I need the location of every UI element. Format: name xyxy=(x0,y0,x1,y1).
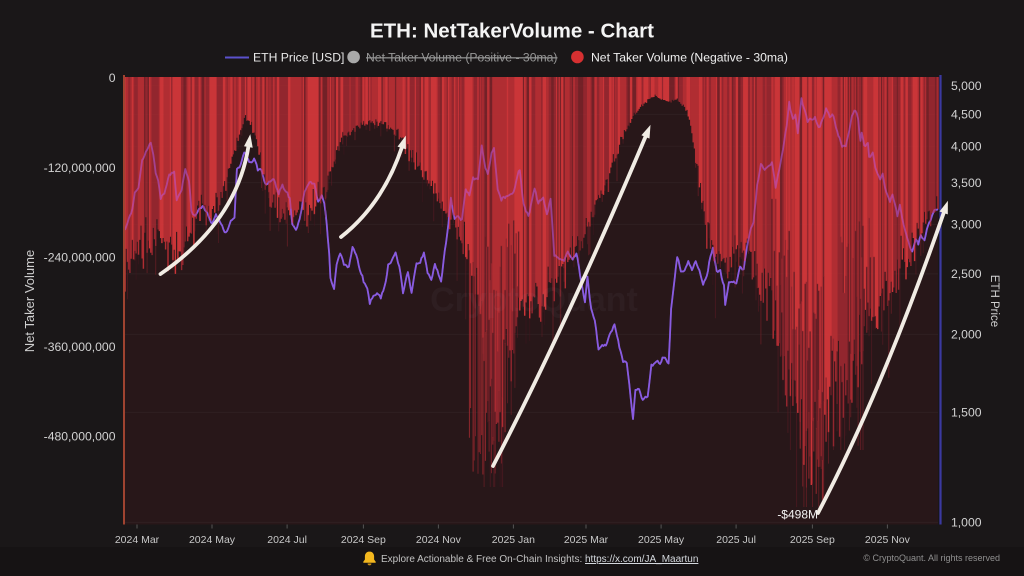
svg-text:-360,000,000: -360,000,000 xyxy=(44,340,116,354)
svg-text:ETH Price [USD]: ETH Price [USD] xyxy=(253,51,344,65)
svg-text:0: 0 xyxy=(109,71,116,85)
svg-text:-240,000,000: -240,000,000 xyxy=(44,250,116,264)
svg-text:2025 Sep: 2025 Sep xyxy=(790,534,835,546)
svg-text:2,500: 2,500 xyxy=(951,267,982,281)
svg-text:© CryptoQuant. All rights rese: © CryptoQuant. All rights reserved xyxy=(863,553,1000,563)
svg-text:2025 Jan: 2025 Jan xyxy=(492,534,535,546)
svg-text:-480,000,000: -480,000,000 xyxy=(44,429,116,443)
svg-text:2025 Jul: 2025 Jul xyxy=(716,534,756,546)
svg-text:2025 May: 2025 May xyxy=(638,534,685,546)
svg-text:CryptoQuant: CryptoQuant xyxy=(430,281,638,319)
svg-text:5,000: 5,000 xyxy=(951,79,982,93)
svg-text:4,000: 4,000 xyxy=(951,140,982,154)
svg-text:-$498M: -$498M xyxy=(777,508,818,522)
svg-text:ETH Price: ETH Price xyxy=(988,275,1000,327)
svg-text:-120,000,000: -120,000,000 xyxy=(44,161,116,175)
svg-text:2025 Mar: 2025 Mar xyxy=(564,534,609,546)
svg-text:2,000: 2,000 xyxy=(951,328,982,342)
svg-text:2024 May: 2024 May xyxy=(189,534,236,546)
svg-text:Explore Actionable & Free On-C: Explore Actionable & Free On-Chain Insig… xyxy=(381,554,698,565)
svg-text:3,500: 3,500 xyxy=(951,176,982,190)
svg-text:1,000: 1,000 xyxy=(951,516,982,530)
svg-text:ETH: NetTakerVolume - Chart: ETH: NetTakerVolume - Chart xyxy=(370,20,654,43)
svg-text:4,500: 4,500 xyxy=(951,108,982,122)
svg-text:Net Taker Volume (Positive - 3: Net Taker Volume (Positive - 30ma) xyxy=(366,51,557,65)
svg-text:Net Taker Volume: Net Taker Volume xyxy=(22,250,37,352)
svg-text:Net Taker Volume (Negative - 3: Net Taker Volume (Negative - 30ma) xyxy=(591,51,788,65)
svg-text:1,500: 1,500 xyxy=(951,406,982,420)
svg-text:2024 Jul: 2024 Jul xyxy=(267,534,307,546)
svg-text:2024 Nov: 2024 Nov xyxy=(416,534,462,546)
svg-text:3,000: 3,000 xyxy=(951,218,982,232)
svg-text:2024 Sep: 2024 Sep xyxy=(341,534,386,546)
svg-text:2025 Nov: 2025 Nov xyxy=(865,534,911,546)
svg-text:2024 Mar: 2024 Mar xyxy=(115,534,160,546)
